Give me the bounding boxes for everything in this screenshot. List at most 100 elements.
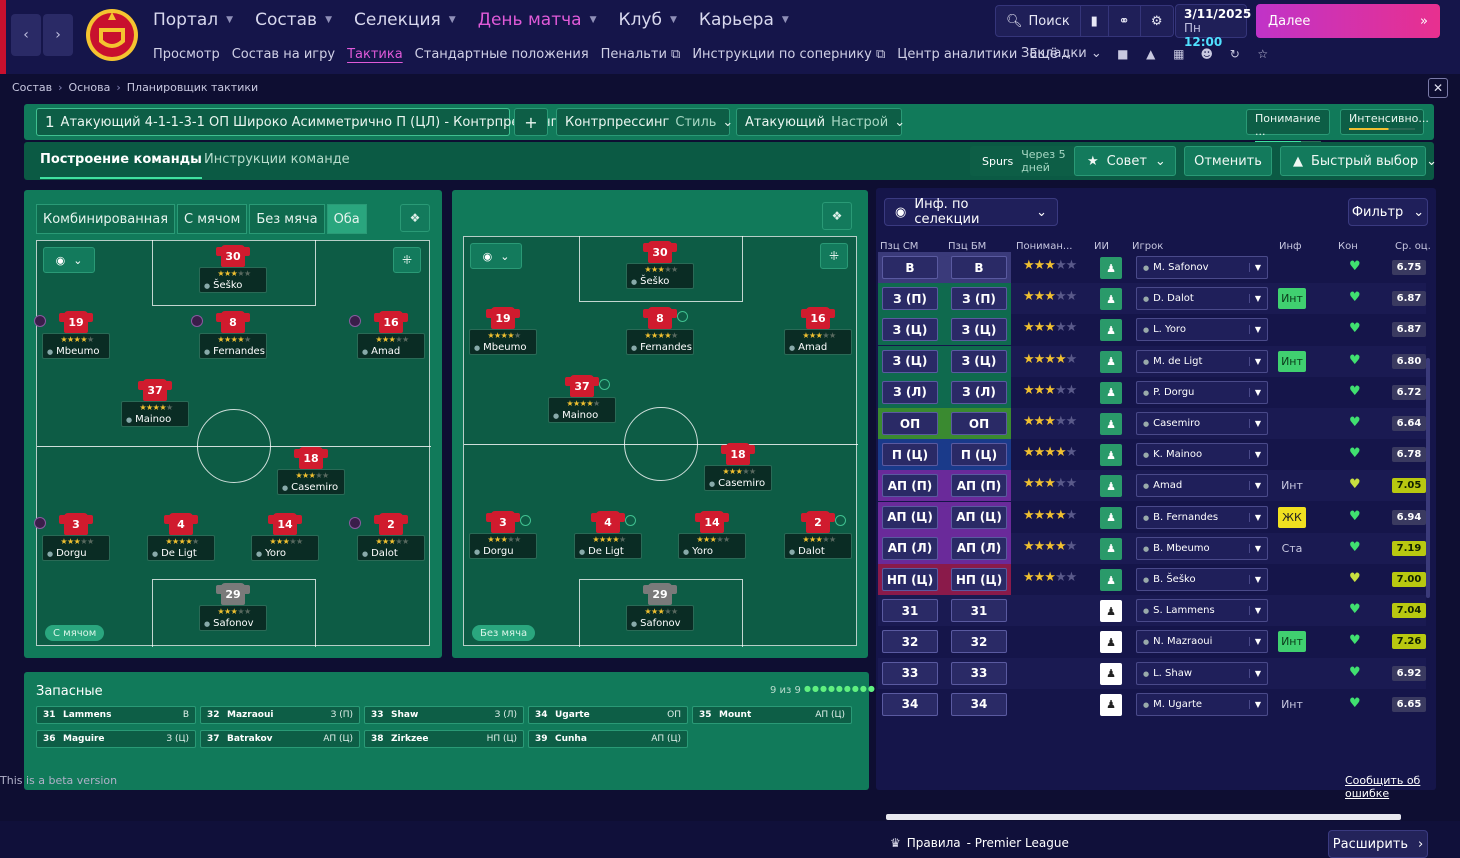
sub-nav-item-1[interactable]: Состав на игру [231, 47, 336, 62]
pitch-player-yoro[interactable]: 14 ★★★★★ Yoro [251, 513, 319, 563]
pitch-player-yoro[interactable]: 14 ★★★★★ Yoro [678, 511, 746, 561]
ai-toggle-button[interactable]: ♟ [1100, 600, 1122, 623]
pitch-player-dalot[interactable]: 2 ★★★★★ Dalot [349, 513, 425, 563]
column-header-pos-with-ball[interactable]: Пзц СМ [880, 241, 919, 252]
position-with-ball-button[interactable]: 31 [882, 599, 938, 623]
position-without-ball-button[interactable]: ОП [951, 412, 1007, 435]
pitch-in-possession[interactable]: ◉⌄⁜С мячом30★★★★★Šeško19★★★★★Mbeumo8★★★★… [34, 240, 431, 647]
table-row[interactable]: 32 32 ♟ N. Mazraoui▼ Инт ♥ 7.26 [878, 626, 1426, 657]
clipboard-icon[interactable]: ▦ [1173, 46, 1185, 61]
pitch-options-button-2[interactable]: ❖ [822, 202, 852, 230]
sub-nav-item-6[interactable]: Центр аналитики [897, 47, 1018, 62]
table-row[interactable]: ОП ОП ★★★★★ ♟ Casemiro▼ ♥ 6.64 [878, 408, 1426, 439]
sub-nav-item-7[interactable]: Ещё ⌄ [1029, 47, 1073, 62]
mentality-dropdown[interactable]: Атакующий Настрой ⌄ [736, 108, 905, 136]
notes-button[interactable]: ▮ [1081, 6, 1109, 36]
next-opponent-badge[interactable]: Spurs Через 5 дней [970, 146, 1090, 176]
trophy-icon[interactable]: ☆ [1257, 46, 1269, 61]
breadcrumb-item[interactable]: Планировщик тактики [126, 81, 259, 94]
substitute-card[interactable]: 31 Lammens В [36, 706, 196, 724]
position-without-ball-button[interactable]: З (П) [951, 287, 1007, 311]
info-badge[interactable]: Инт [1281, 697, 1303, 711]
pitch-options-button[interactable]: ❖ [400, 204, 430, 232]
game-date[interactable]: 3/11/2025 Пн 12:00 [1175, 4, 1251, 49]
pitch-player-mbeumo[interactable]: 19 ★★★★★ Mbeumo [469, 307, 537, 357]
position-with-ball-button[interactable]: З (П) [882, 287, 938, 311]
pitch-player-casemiro[interactable]: 18 ★★★★★ Casemiro [277, 447, 345, 497]
player-dropdown[interactable]: D. Dalot▼ [1136, 287, 1268, 311]
table-row[interactable]: АП (Ц) АП (Ц) ★★★★★ ♟ B. Fernandes▼ ЖК ♥ 6.94 [878, 501, 1426, 533]
player-dropdown[interactable]: L. Yoro▼ [1136, 318, 1268, 342]
table-row[interactable]: 31 31 ♟ S. Lammens▼ ♥ 7.04 [878, 595, 1426, 627]
column-header-ai[interactable]: ИИ [1094, 241, 1109, 252]
pitch-player-fernandes[interactable]: 8 ★★★★★ Fernandes [191, 311, 267, 361]
player-dropdown[interactable]: B. Mbeumo▼ [1136, 536, 1268, 560]
position-with-ball-button[interactable]: НП (Ц) [882, 568, 938, 591]
position-with-ball-button[interactable]: З (Ц) [882, 349, 938, 373]
substitute-card[interactable]: 39 Cunha АП (Ц) [528, 730, 688, 748]
vertical-scrollbar[interactable] [1426, 358, 1430, 598]
position-without-ball-button[interactable]: В [951, 256, 1007, 279]
player-dropdown[interactable]: M. de Ligt▼ [1136, 349, 1268, 373]
pitch-view-tab-2[interactable]: Без мяча [249, 204, 325, 234]
back-button[interactable]: ‹ [11, 14, 41, 56]
player-dropdown[interactable]: M. Ugarte▼ [1136, 692, 1268, 716]
pitch-view-tab-1[interactable]: С мячом [177, 204, 248, 234]
column-header-player[interactable]: Игрок [1132, 241, 1164, 252]
position-without-ball-button[interactable]: НП (Ц) [951, 568, 1007, 591]
visibility-dropdown[interactable]: ◉ ⌄ [43, 247, 95, 273]
sub-nav-item-4[interactable]: Пенальти ⧉ [600, 47, 681, 62]
sub-nav-item-0[interactable]: Просмотр [153, 47, 220, 62]
player-dropdown[interactable]: Amad▼ [1136, 474, 1268, 498]
substitute-card[interactable]: 35 Mount АП (Ц) [692, 706, 852, 724]
familiarity-meter[interactable]: Понимание ... [1246, 109, 1330, 143]
main-nav-item-0[interactable]: Портал ▼ [153, 10, 233, 30]
info-badge[interactable]: Ста [1281, 541, 1303, 555]
scout-button[interactable]: ⚭ [1109, 6, 1141, 36]
pitch-player-safonov[interactable]: 29 ★★★★★ Safonov [626, 583, 694, 633]
pitch-player-deligt[interactable]: 4 ★★★★★ De Ligt [147, 513, 215, 563]
pitch-player-amad[interactable]: 16 ★★★★★ Amad [784, 307, 852, 357]
column-header-familiarity[interactable]: Пониман... [1016, 241, 1073, 252]
ai-toggle-button[interactable]: ♟ [1100, 662, 1122, 685]
forward-button[interactable]: › [43, 14, 73, 56]
ai-toggle-button[interactable]: ♟ [1100, 350, 1122, 373]
position-without-ball-button[interactable]: АП (Л) [951, 536, 1007, 560]
table-row[interactable]: З (Ц) З (Ц) ★★★★★ ♟ M. de Ligt▼ Инт ♥ 6.80 [878, 345, 1426, 377]
column-header-average-rating[interactable]: Ср. оц. [1395, 241, 1431, 252]
column-header-condition[interactable]: Кон [1338, 241, 1358, 252]
breadcrumb-item[interactable]: Состав [12, 81, 53, 94]
ai-toggle-button[interactable]: ♟ [1100, 537, 1122, 560]
sub-nav-item-5[interactable]: Инструкции по сопернику ⧉ [692, 47, 886, 62]
sub-nav-item-2[interactable]: Тактика [347, 47, 403, 62]
position-with-ball-button[interactable]: З (Л) [882, 380, 938, 404]
main-nav-item-1[interactable]: Состав ▼ [255, 10, 332, 30]
refresh-icon[interactable]: ↻ [1229, 46, 1240, 61]
substitute-card[interactable]: 38 Zirkzee НП (Ц) [364, 730, 524, 748]
ai-toggle-button[interactable]: ♟ [1100, 257, 1122, 279]
pitch-view-tab-0[interactable]: Комбинированная [36, 204, 176, 234]
ai-toggle-button[interactable]: ♟ [1100, 444, 1122, 467]
settings-button[interactable]: ⚙ [1141, 6, 1173, 36]
people-icon[interactable]: ☻ [1200, 46, 1213, 61]
pitch-player-šeško[interactable]: 30 ★★★★★ Šeško [626, 241, 694, 291]
visibility-dropdown[interactable]: ◉ ⌄ [470, 243, 522, 269]
formation-dropdown[interactable]: 1 Атакующий 4-1-1-3-1 ОП Широко Асимметр… [36, 108, 574, 136]
pitch-grid-button[interactable]: ⁜ [820, 243, 848, 269]
position-without-ball-button[interactable]: 34 [951, 692, 1007, 716]
player-dropdown[interactable]: S. Lammens▼ [1136, 599, 1268, 623]
pitch-player-dorgu[interactable]: 3 ★★★★★ Dorgu [469, 511, 537, 561]
position-with-ball-button[interactable]: 32 [882, 630, 938, 654]
pitch-player-casemiro[interactable]: 18 ★★★★★ Casemiro [704, 443, 772, 493]
player-dropdown[interactable]: L. Shaw▼ [1136, 661, 1268, 685]
chat-icon[interactable]: ■ [1117, 46, 1129, 61]
column-header-info[interactable]: Инф [1279, 241, 1302, 252]
substitute-card[interactable]: 33 Shaw З (Л) [364, 706, 524, 724]
sub-nav-item-3[interactable]: Стандартные положения [414, 47, 589, 62]
table-row[interactable]: З (Л) З (Л) ★★★★★ ♟ P. Dorgu▼ ♥ 6.72 [878, 376, 1426, 408]
position-without-ball-button[interactable]: 33 [951, 661, 1007, 685]
player-dropdown[interactable]: B. Fernandes▼ [1136, 505, 1268, 529]
substitute-card[interactable]: 32 Mazraoui З (П) [200, 706, 360, 724]
player-dropdown[interactable]: Casemiro▼ [1136, 412, 1268, 435]
pitch-player-dorgu[interactable]: 3 ★★★★★ Dorgu [34, 513, 110, 563]
